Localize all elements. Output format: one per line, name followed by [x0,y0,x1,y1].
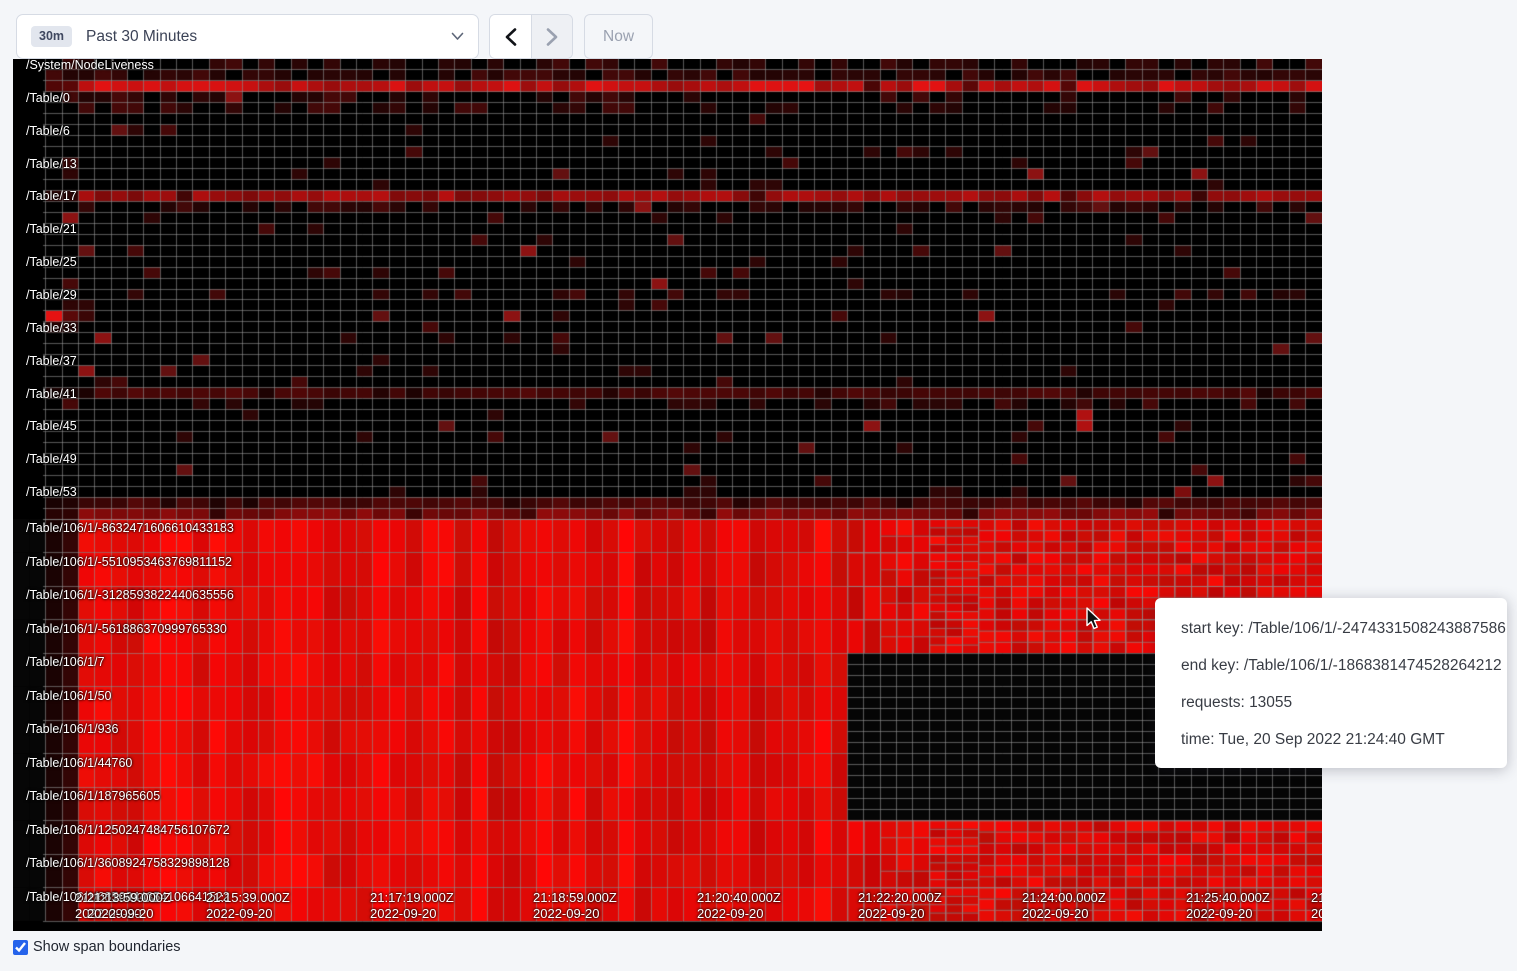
time-range-badge: 30m [31,26,73,47]
key-visualizer-canvas[interactable] [13,59,1322,931]
toolbar: 30m Past 30 Minutes Now [0,0,1517,59]
show-span-boundaries-label: Show span boundaries [33,939,181,955]
prev-button[interactable] [490,15,531,58]
mouse-cursor-icon [1086,607,1101,630]
chevron-down-icon [451,32,464,40]
show-span-boundaries-control: Show span boundaries [13,939,1517,955]
time-range-label: Past 30 Minutes [86,27,198,45]
tooltip-time: time: Tue, 20 Sep 2022 21:24:40 GMT [1181,731,1445,748]
chevron-left-icon [505,27,516,46]
tooltip: start key: /Table/106/1/-247433150824388… [1155,598,1507,768]
time-nav-segment [489,14,573,59]
tooltip-end-key: end key: /Table/106/1/-18683814745282642… [1181,657,1502,674]
now-button[interactable]: Now [584,14,654,59]
tooltip-requests: requests: 13055 [1181,694,1293,711]
time-range-select[interactable]: 30m Past 30 Minutes [16,14,479,59]
chevron-right-icon [546,27,558,46]
next-button[interactable] [531,15,572,58]
key-visualizer: /System/NodeLiveness/Table/0/Table/6/Tab… [13,59,1507,931]
show-span-boundaries-checkbox[interactable] [13,939,28,955]
tooltip-start-key: start key: /Table/106/1/-247433150824388… [1181,620,1506,637]
